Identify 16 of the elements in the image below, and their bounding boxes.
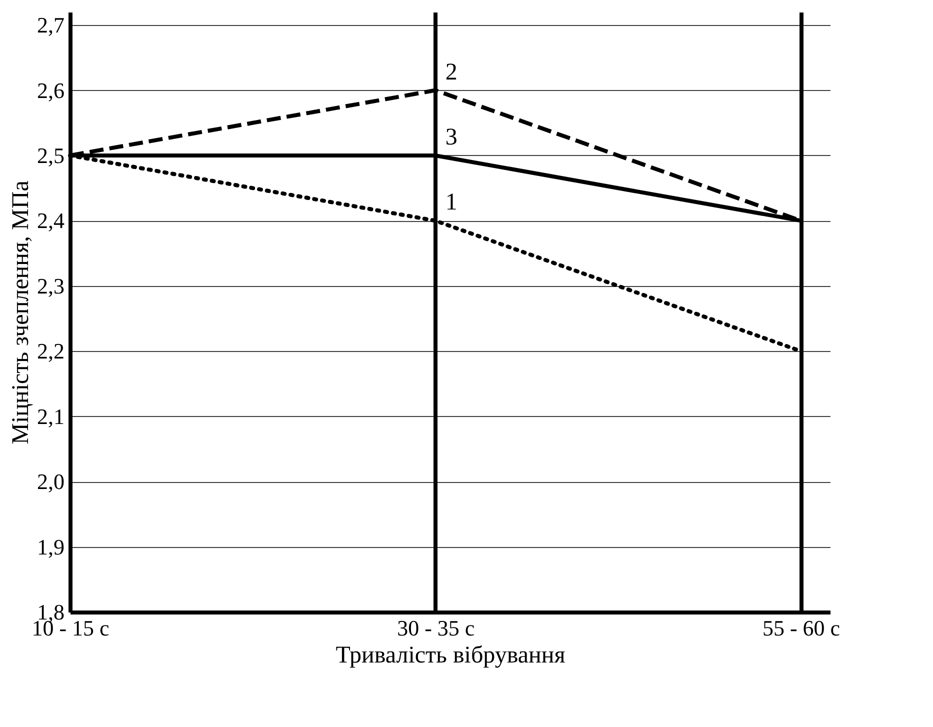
y-tick-label: 2,7: [37, 12, 64, 38]
y-tick-label: 2,1: [37, 404, 64, 429]
x-tick-label: 30 - 35 с: [397, 616, 475, 640]
y-tick-label: 1,9: [37, 534, 64, 560]
series-label: 2: [445, 59, 458, 86]
y-tick-label: 2,3: [37, 273, 64, 298]
series-label: 3: [445, 124, 458, 150]
y-tick-label: 2,0: [37, 469, 64, 494]
y-tick-label: 2,4: [37, 208, 64, 234]
x-axis-title: Тривалість вібрування: [336, 642, 566, 668]
x-tick-label: 55 - 60 с: [762, 616, 840, 640]
y-axis-title: Міцність зчеплення, МПа: [8, 180, 34, 444]
y-tick-label: 2,2: [37, 338, 64, 364]
series-label: 1: [445, 190, 458, 216]
y-tick-label: 2,6: [37, 78, 64, 103]
y-tick-label: 2,5: [37, 142, 64, 168]
